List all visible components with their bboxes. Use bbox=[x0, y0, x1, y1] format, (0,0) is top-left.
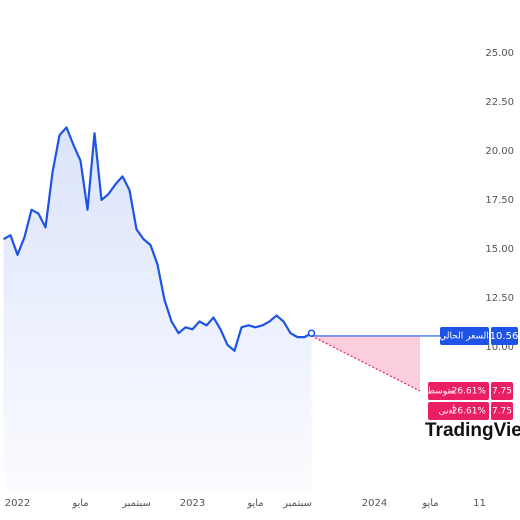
x-tick-label: 11 bbox=[473, 498, 486, 509]
watermark: TradingView bbox=[425, 420, 520, 441]
x-tick-label: مايو bbox=[421, 498, 438, 509]
low-label-box bbox=[428, 402, 489, 421]
current-value: 10.56 bbox=[490, 331, 519, 342]
x-tick-label: 2023 bbox=[180, 498, 205, 509]
average-label: متوسط bbox=[427, 387, 455, 397]
y-tick-label: 12.50 bbox=[485, 293, 514, 304]
x-tick-label: مايو bbox=[246, 498, 263, 509]
price-line bbox=[2, 126, 313, 352]
low-label: أدنى bbox=[438, 405, 455, 417]
low-value-box bbox=[491, 402, 513, 421]
x-tick-label: 2022 bbox=[5, 498, 30, 509]
y-tick-label: 22.50 bbox=[485, 97, 514, 108]
current-label-box bbox=[440, 326, 489, 345]
x-tick-label: سبتمبر bbox=[121, 498, 151, 509]
low-value: 7.75 bbox=[492, 407, 512, 417]
average-value-box bbox=[491, 382, 513, 401]
x-tick-label: مايو bbox=[71, 498, 88, 509]
y-tick-label: 15.00 bbox=[485, 244, 514, 255]
current-value-box bbox=[491, 326, 518, 345]
x-tick-label: 2024 bbox=[362, 498, 387, 509]
forecast-average-line bbox=[311, 335, 421, 392]
x-tick-label: سبتمبر bbox=[282, 498, 312, 509]
average-label-box bbox=[428, 382, 489, 401]
y-tick-label: 20.00 bbox=[485, 146, 514, 157]
average-value: 7.75 bbox=[492, 387, 512, 397]
line-area bbox=[3, 127, 312, 491]
y-tick-label: 17.50 bbox=[485, 195, 514, 206]
average-change: -26.61% bbox=[448, 387, 486, 397]
y-tick-label: 10.00 bbox=[485, 342, 514, 353]
y-tick-label: 25.00 bbox=[485, 48, 514, 59]
current-label: السعر الحالي bbox=[439, 331, 488, 341]
low-change: -26.61% bbox=[448, 407, 486, 417]
current-point bbox=[307, 329, 316, 337]
